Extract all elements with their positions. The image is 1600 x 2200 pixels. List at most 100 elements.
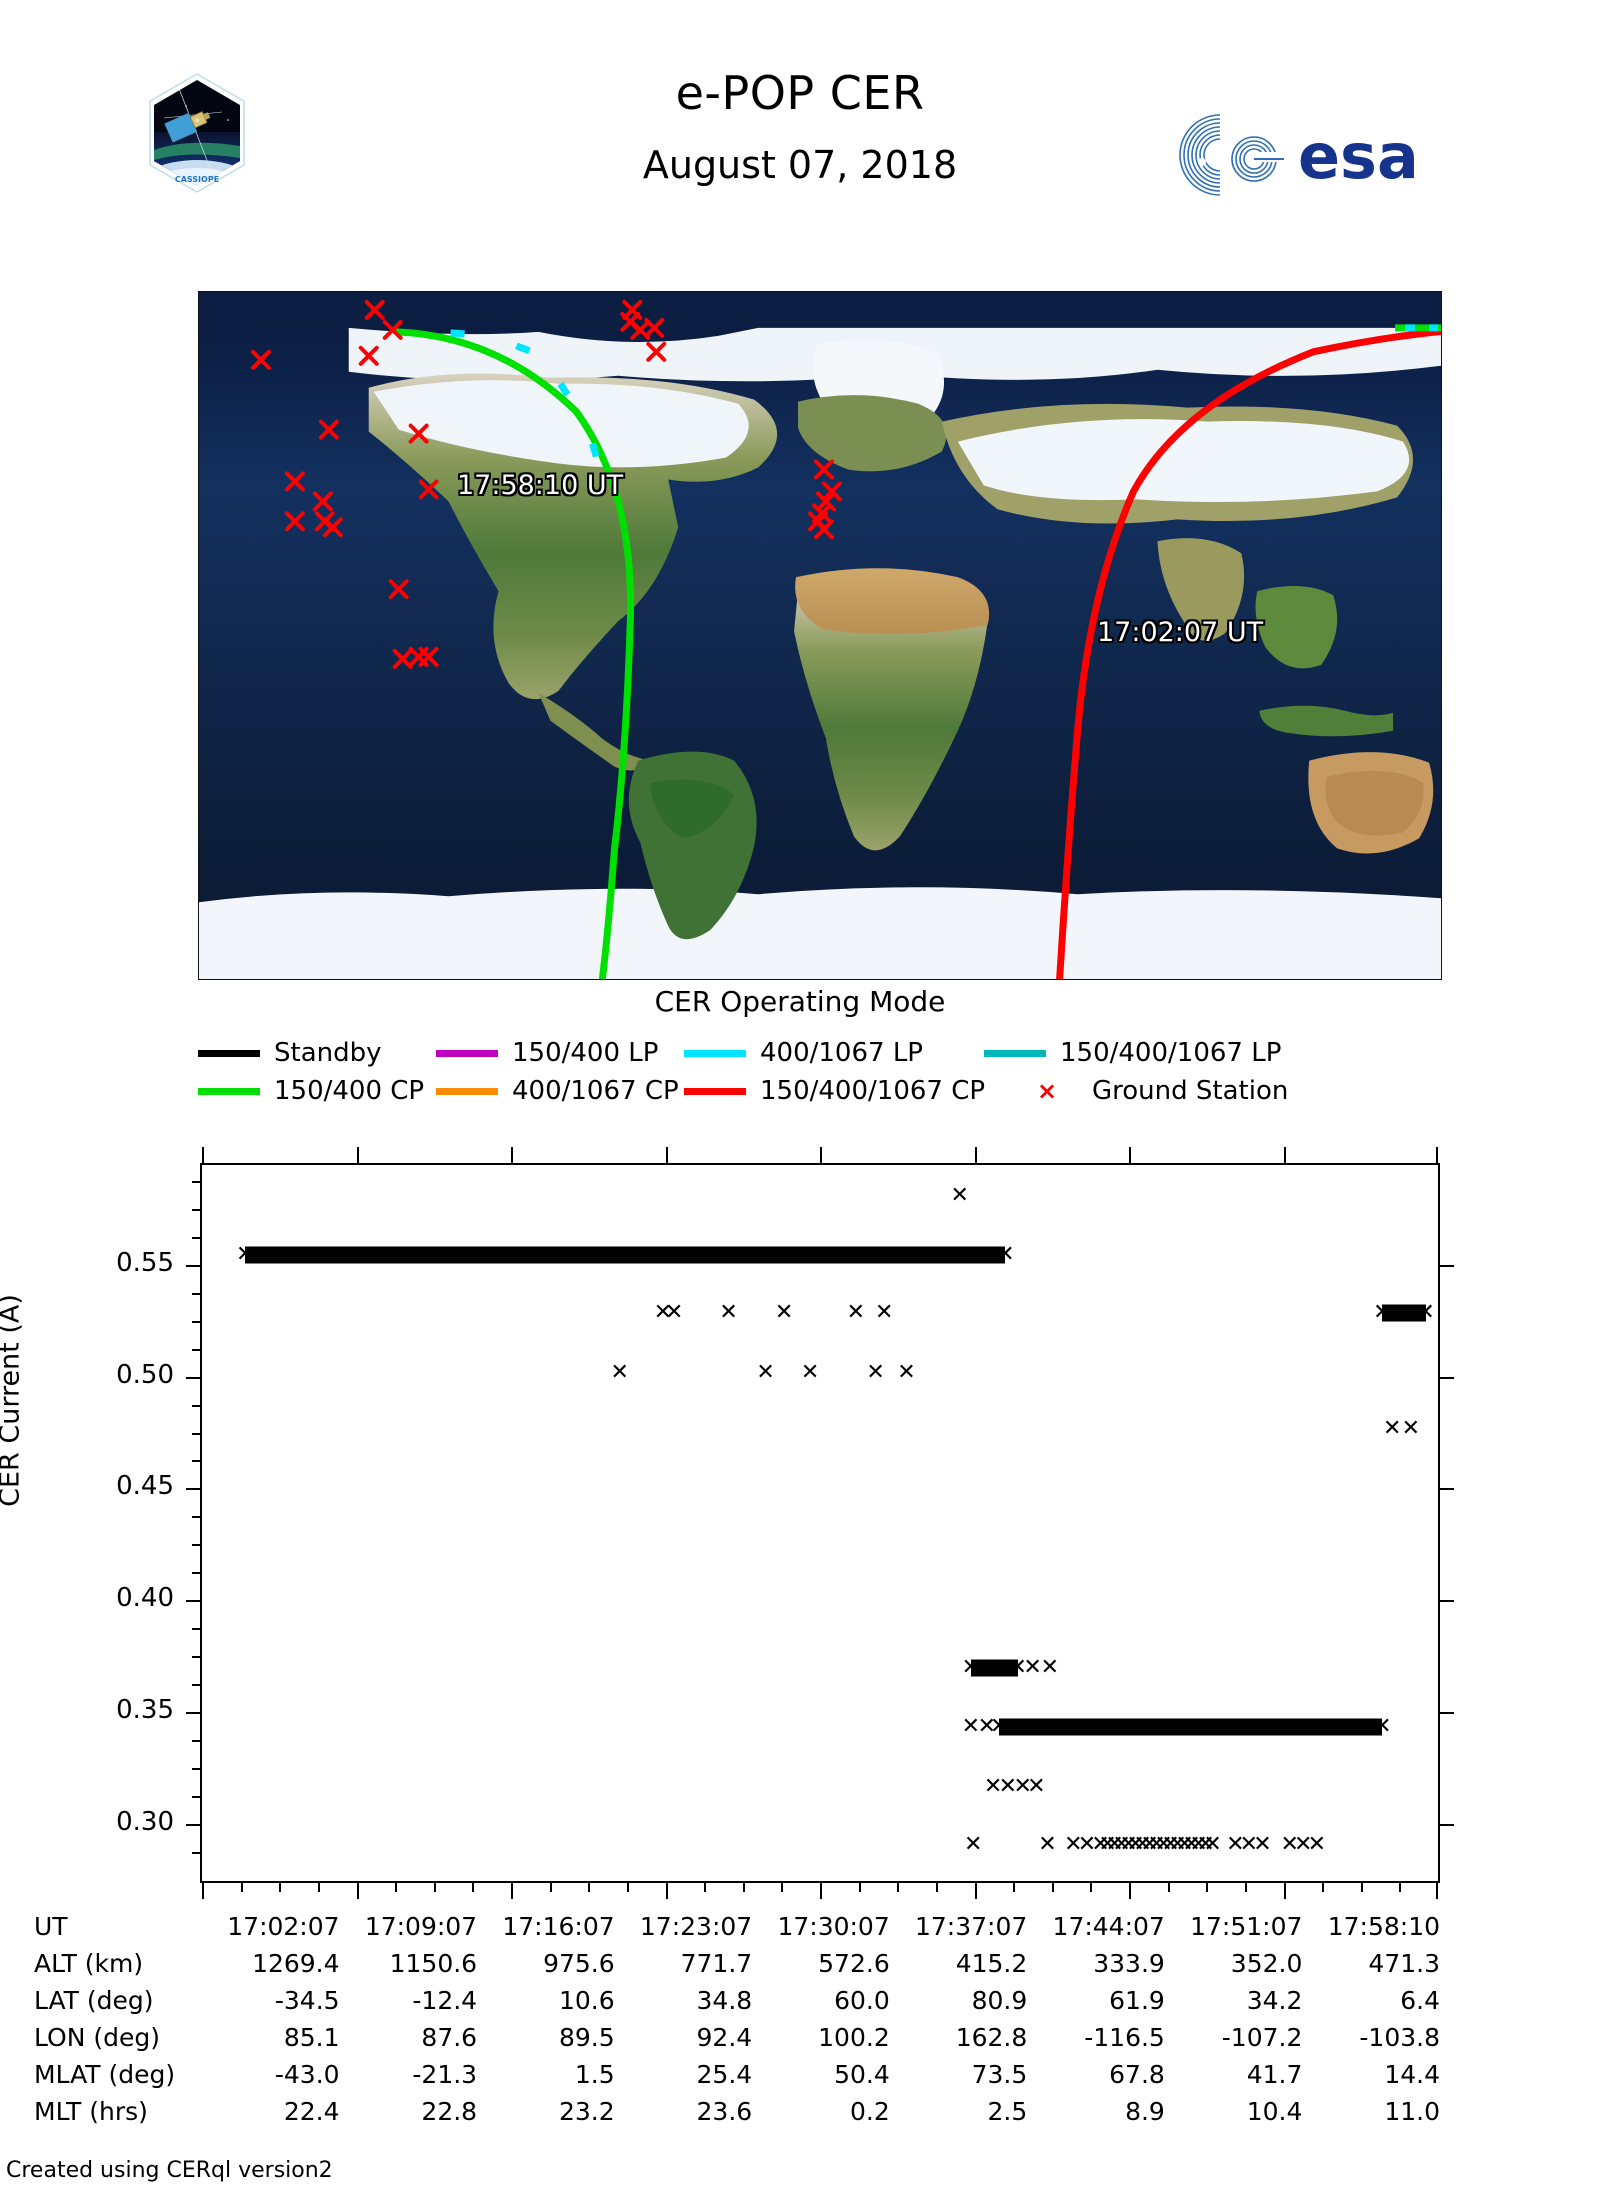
x-axis-tick bbox=[665, 1881, 668, 1899]
table-row-label: UT bbox=[34, 1912, 68, 1941]
legend-swatch-150-400-1067-lp bbox=[984, 1049, 1046, 1057]
data-point: ✕ bbox=[1038, 1832, 1057, 1858]
data-point: ✕ bbox=[1119, 1832, 1138, 1858]
y-axis-minor-tick bbox=[192, 1544, 202, 1547]
table-cell: 352.0 bbox=[1230, 1949, 1303, 1978]
table-cell: 87.6 bbox=[421, 2023, 478, 2052]
x-axis-tick-top bbox=[1283, 1147, 1286, 1165]
table-cell: 17:30:07 bbox=[777, 1912, 890, 1941]
table-cell: 60.0 bbox=[834, 1986, 890, 2015]
data-point: ✕ bbox=[756, 1360, 775, 1386]
map-time-label-start: 17:02:07 UT bbox=[1097, 617, 1264, 648]
x-axis-minor-tick bbox=[935, 1881, 938, 1892]
legend-label-150-400-lp: 150/400 LP bbox=[512, 1038, 659, 1068]
data-point-cluster bbox=[999, 1718, 1383, 1736]
table-cell: 22.8 bbox=[421, 2097, 478, 2126]
table-cell: 333.9 bbox=[1093, 1949, 1165, 1978]
x-axis-minor-tick bbox=[1206, 1881, 1209, 1892]
table-cell: 2.5 bbox=[987, 2097, 1028, 2126]
legend-label-standby: Standby bbox=[274, 1038, 382, 1068]
legend-item-150-400-lp[interactable]: 150/400 LP bbox=[436, 1040, 684, 1066]
table-cell: 23.6 bbox=[696, 2097, 753, 2126]
x-axis-minor-tick bbox=[704, 1881, 707, 1892]
legend-item-400-1067-lp[interactable]: 400/1067 LP bbox=[684, 1040, 984, 1066]
table-cell: 1269.4 bbox=[252, 1949, 340, 1978]
data-point: ✕ bbox=[846, 1299, 866, 1325]
data-point-cluster bbox=[970, 1659, 1018, 1677]
y-axis-tick-label: 0.50 bbox=[116, 1359, 174, 1390]
y-axis-minor-tick bbox=[192, 1292, 202, 1295]
cer-current-plot[interactable]: ✕ ✕ ✕ ✕ ✕ ✕ ✕ ✕ ✕ ✕ ✕ ✕ ✕ ✕ ✕ ✕ ✕ ✕ ✕ ✕ ✕ ✕ ✕ ✕ ✕ ✕ ✕ ✕ ✕ ✕ ✕ ✕ ✕ ✕ ✕ ✕ ✕ ✕ ✕ ✕… bbox=[116, 1147, 1454, 1899]
x-axis-minor-tick bbox=[1090, 1881, 1093, 1892]
cassiope-logo: CASSIOPE bbox=[148, 72, 246, 194]
table-cell: -43.0 bbox=[274, 2060, 340, 2089]
legend-item-150-400-1067-lp[interactable]: 150/400/1067 LP bbox=[984, 1040, 1281, 1066]
y-axis-minor-tick bbox=[192, 1852, 202, 1855]
x-axis-tick-top bbox=[356, 1147, 359, 1165]
y-axis-minor-tick bbox=[192, 1768, 202, 1771]
x-axis-minor-tick bbox=[858, 1881, 861, 1892]
legend-item-150-400-cp[interactable]: 150/400 CP bbox=[198, 1078, 436, 1104]
x-axis-minor-tick bbox=[1360, 1881, 1363, 1892]
table-cell: 17:16:07 bbox=[502, 1912, 615, 1941]
x-axis-tick bbox=[974, 1881, 977, 1899]
data-point: ✕ bbox=[998, 1774, 1018, 1800]
legend-title: CER Operating Mode bbox=[654, 985, 946, 1018]
table-cell: -12.4 bbox=[412, 1986, 478, 2015]
x-axis-minor-tick bbox=[1167, 1881, 1170, 1892]
data-point: ✕ bbox=[1373, 1299, 1392, 1325]
y-axis-minor-tick bbox=[192, 1432, 202, 1435]
y-axis-tick-right bbox=[1438, 1376, 1454, 1379]
x-axis-minor-tick bbox=[240, 1881, 243, 1892]
data-point: ✕ bbox=[950, 1183, 969, 1209]
data-point: ✕ bbox=[983, 1774, 1003, 1800]
legend-item-150-400-1067-cp[interactable]: 150/400/1067 CP bbox=[684, 1078, 1016, 1104]
table-cell: 41.7 bbox=[1246, 2060, 1303, 2089]
legend-swatch-standby bbox=[198, 1049, 260, 1057]
y-axis-tick-right bbox=[1438, 1488, 1454, 1491]
legend-swatch-400-1067-lp bbox=[684, 1049, 746, 1057]
data-point: ✕ bbox=[719, 1299, 738, 1325]
esa-logo-text: esa bbox=[1298, 120, 1419, 193]
table-cell: 34.2 bbox=[1246, 1986, 1303, 2015]
title-block: e-POP CER August 07, 2018 bbox=[400, 68, 1200, 186]
data-point: ✕ bbox=[1196, 1832, 1215, 1858]
x-axis-minor-tick bbox=[588, 1881, 591, 1892]
table-cell: 17:51:07 bbox=[1190, 1912, 1303, 1941]
data-point: ✕ bbox=[1182, 1832, 1201, 1858]
table-cell: -103.8 bbox=[1359, 2023, 1440, 2052]
table-cell: 17:23:07 bbox=[639, 1912, 753, 1941]
x-axis-minor-tick bbox=[549, 1881, 552, 1892]
world-map-panel[interactable]: 17:58:10 UT 17:02:07 UT bbox=[198, 291, 1442, 980]
data-point: ✕ bbox=[866, 1360, 885, 1386]
legend-label-150-400-cp: 150/400 CP bbox=[274, 1076, 425, 1106]
table-row: MLT (hrs) 22.4 22.8 23.2 23.6 0.2 2.5 8.9 10.4 11… bbox=[34, 2093, 1440, 2130]
data-point: ✕ bbox=[1239, 1832, 1259, 1858]
legend-item-standby[interactable]: Standby bbox=[198, 1040, 436, 1066]
table-cell: 23.2 bbox=[558, 2097, 615, 2126]
x-axis-tick bbox=[1436, 1881, 1438, 1899]
data-point: ✕ bbox=[1077, 1832, 1097, 1858]
data-point: ✕ bbox=[1307, 1832, 1327, 1858]
ground-station-markers bbox=[250, 299, 842, 669]
table-cell: 975.6 bbox=[543, 1949, 615, 1978]
data-point-cluster bbox=[1382, 1304, 1426, 1322]
x-axis-tick-top bbox=[202, 1147, 204, 1165]
data-point: ✕ bbox=[1040, 1655, 1060, 1681]
x-axis-tick bbox=[1129, 1881, 1131, 1899]
x-axis-minor-tick bbox=[395, 1881, 398, 1892]
x-axis-minor-tick bbox=[472, 1881, 475, 1892]
data-point: ✕ bbox=[664, 1299, 684, 1325]
y-axis-minor-tick bbox=[192, 1348, 202, 1351]
y-axis-tick-right bbox=[1438, 1600, 1454, 1603]
table-cell: 17:58:10 bbox=[1327, 1912, 1440, 1941]
data-point: ✕ bbox=[1140, 1832, 1159, 1858]
table-cell: 80.9 bbox=[971, 1986, 1028, 2015]
legend-item-400-1067-cp[interactable]: 400/1067 CP bbox=[436, 1078, 684, 1104]
x-axis-minor-tick bbox=[279, 1881, 282, 1892]
x-axis-tick-top bbox=[1436, 1147, 1438, 1165]
data-point: ✕ bbox=[1126, 1832, 1145, 1858]
legend-item-ground-station[interactable]: × Ground Station bbox=[1016, 1078, 1288, 1104]
table-cell: 471.3 bbox=[1368, 1949, 1440, 1978]
legend-swatch-150-400-cp bbox=[198, 1087, 260, 1095]
